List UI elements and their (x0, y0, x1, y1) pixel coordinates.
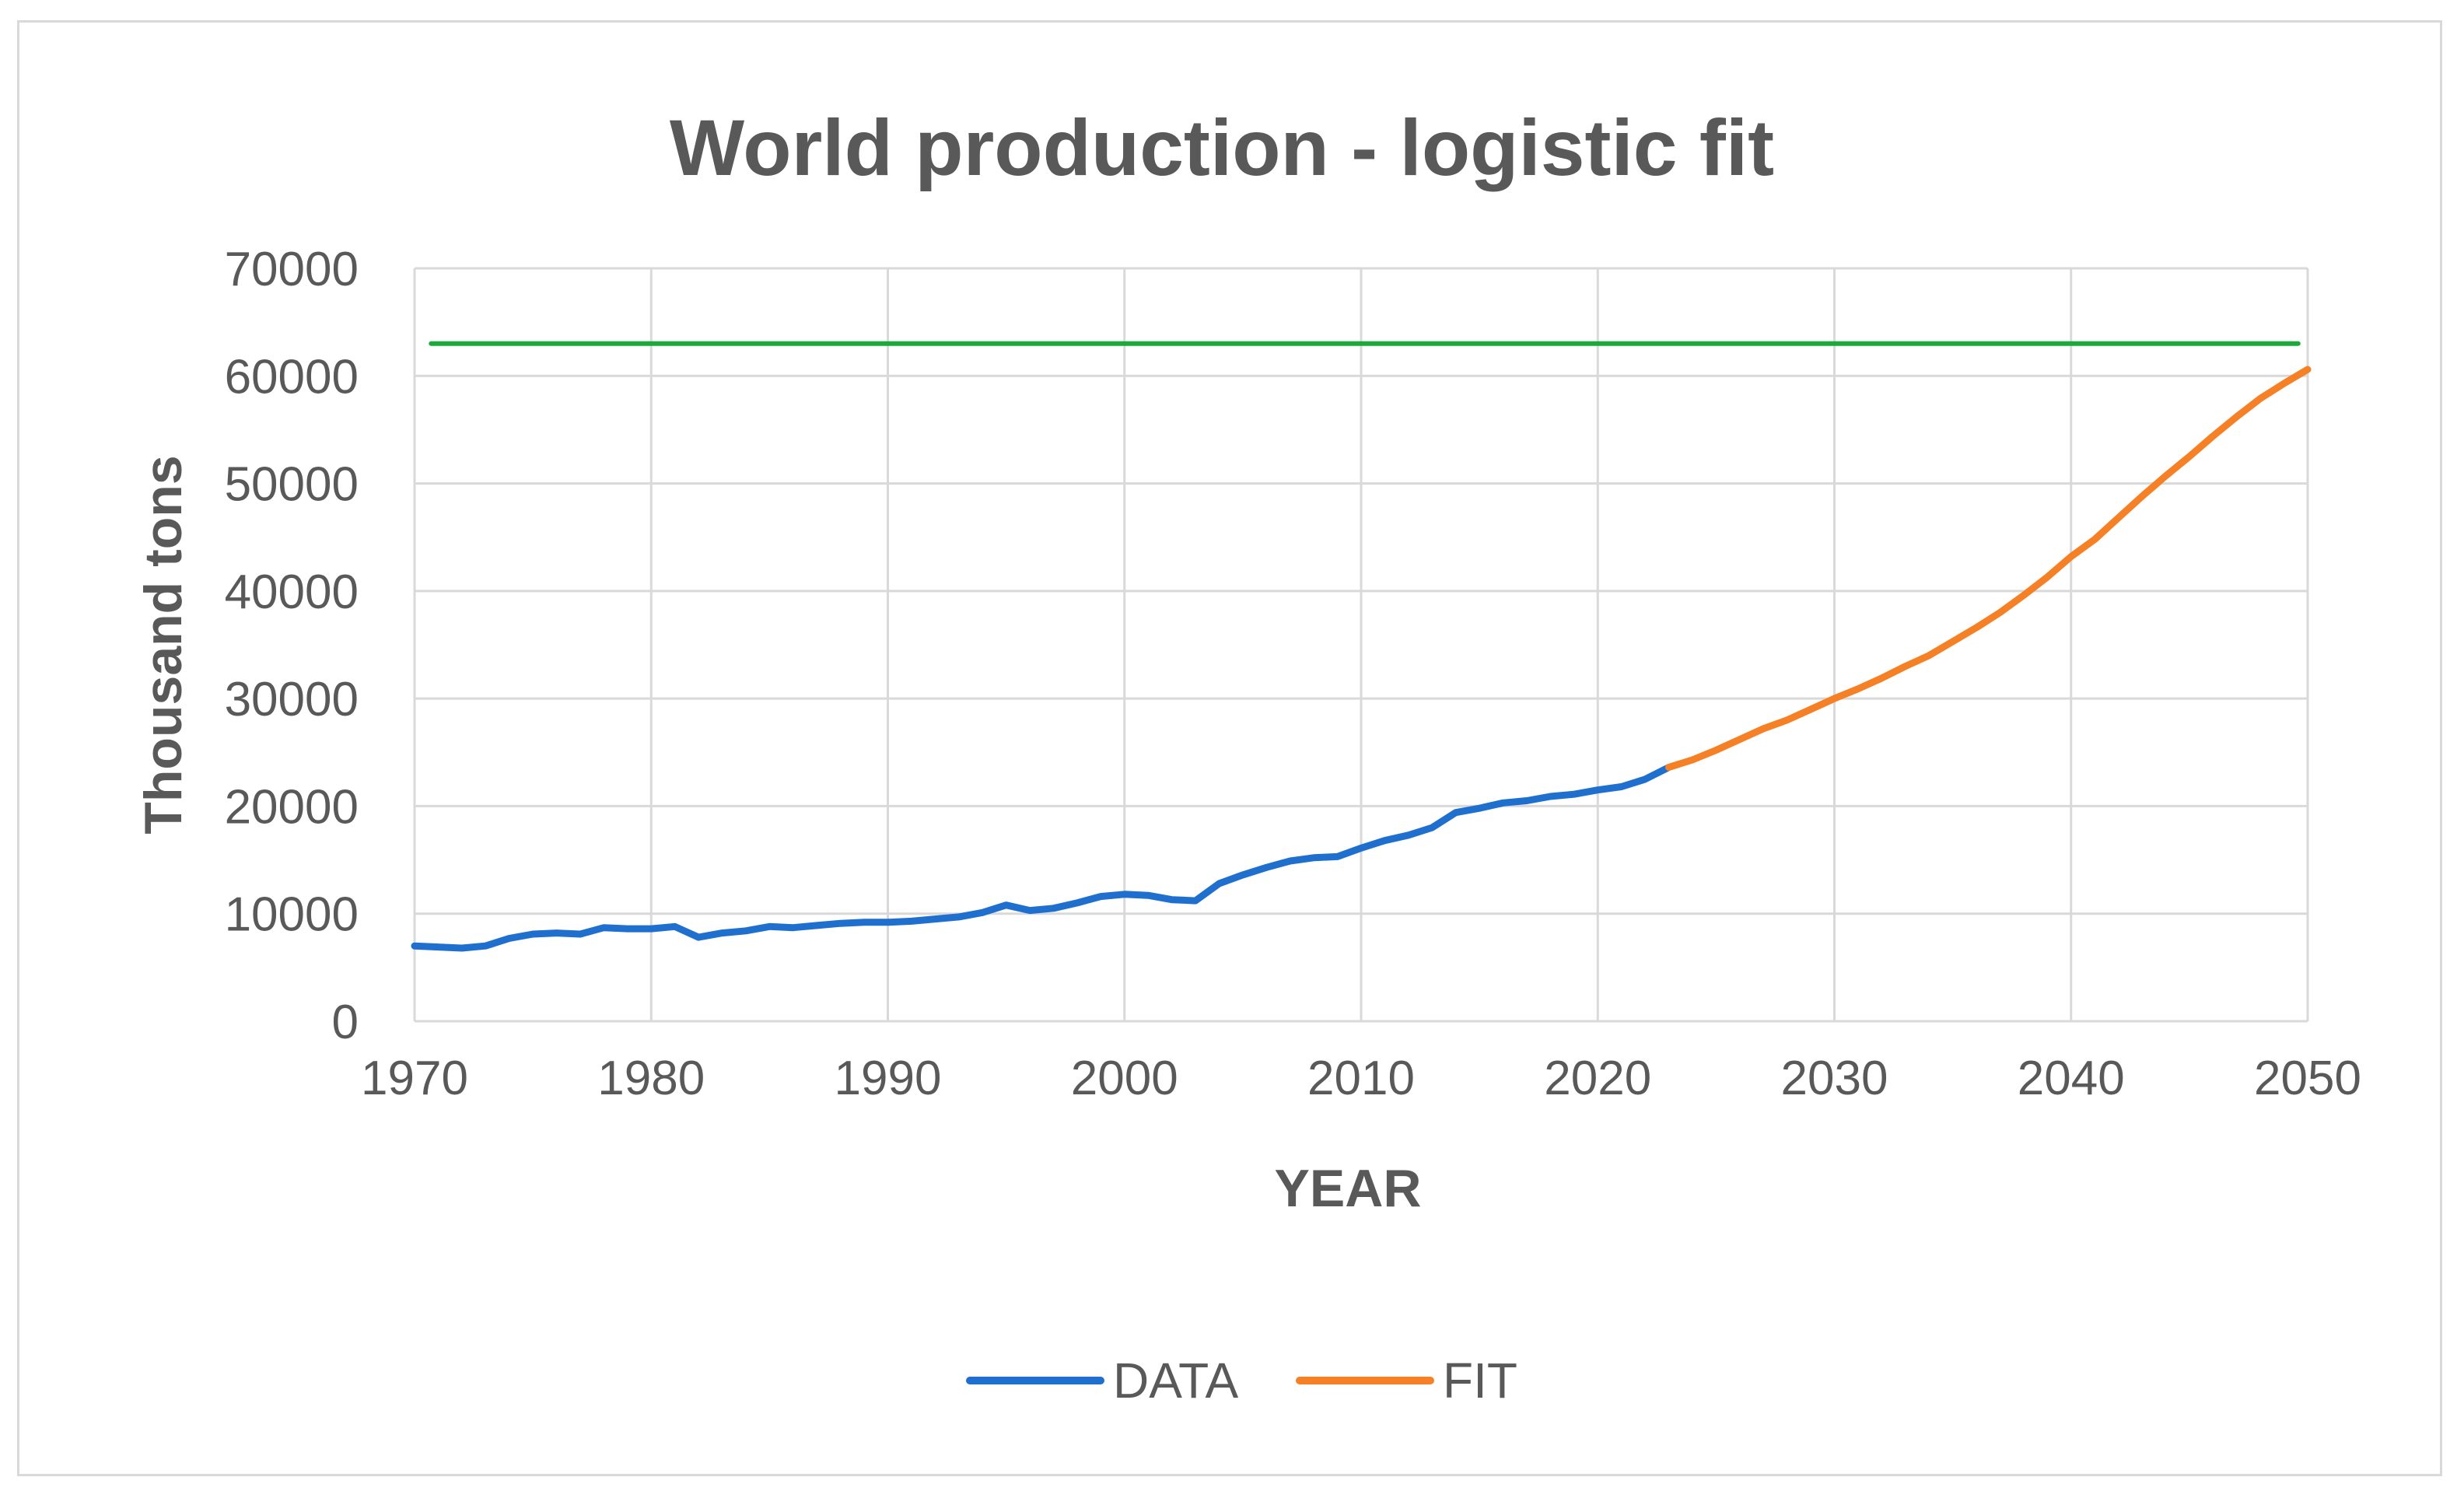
x-tick-label: 2050 (2254, 1052, 2361, 1105)
x-axis-label: YEAR (1275, 1159, 1422, 1218)
y-tick-label: 20000 (225, 780, 359, 834)
grid-layer (413, 267, 2309, 1023)
y-tick-label: 60000 (225, 350, 359, 404)
chart-svg: World production - logistic fit 1970 1980… (134, 103, 2361, 1409)
legend-label-data: DATA (1113, 1353, 1239, 1409)
y-axis-label: Thousand tons (134, 455, 193, 834)
y-tick-label: 40000 (225, 565, 359, 619)
x-tick-label: 2010 (1307, 1052, 1415, 1105)
x-tick-label: 2030 (1781, 1052, 1888, 1105)
y-tick-label: 10000 (225, 888, 359, 942)
series-line-fit (1665, 366, 2312, 772)
y-tick-label: 30000 (225, 673, 359, 726)
chart-title: World production - logistic fit (670, 103, 1774, 192)
legend: DATA FIT (966, 1353, 1517, 1409)
tick-layer: 1970 1980 1990 2000 2010 2020 2030 2040 2050 0 100… (225, 243, 2361, 1105)
series-line-data (411, 764, 1672, 952)
legend-label-fit: FIT (1443, 1353, 1517, 1409)
y-tick-label: 50000 (225, 458, 359, 512)
x-tick-label: 2000 (1071, 1052, 1178, 1105)
y-tick-label: 0 (332, 996, 359, 1049)
x-tick-label: 1970 (361, 1052, 468, 1105)
y-tick-label: 70000 (225, 243, 359, 296)
chart-frame: World production - logistic fit 1970 1980… (17, 20, 2442, 1476)
series-layer (411, 341, 2312, 952)
x-tick-label: 2020 (1544, 1052, 1651, 1105)
x-tick-label: 1980 (597, 1052, 705, 1105)
x-tick-label: 1990 (835, 1052, 942, 1105)
x-tick-label: 2040 (2018, 1052, 2125, 1105)
